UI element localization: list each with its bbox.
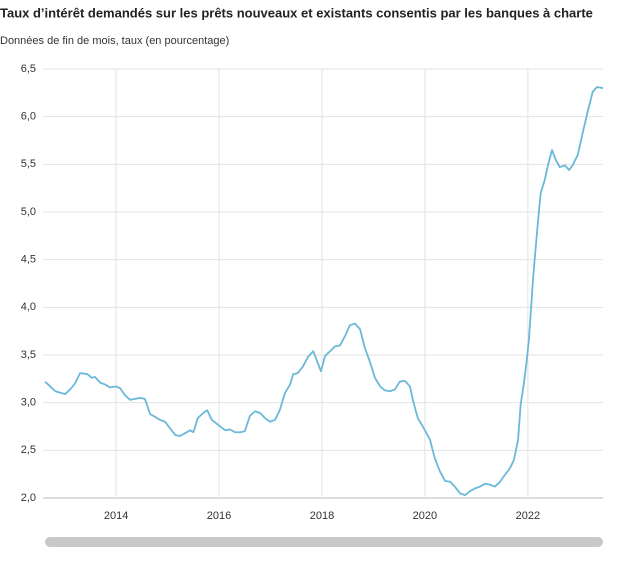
y-tick-label: 5,0: [21, 206, 36, 218]
y-tick-label: 3,5: [21, 349, 36, 361]
x-tick-label: 2018: [310, 510, 334, 522]
chart-title: Taux d’intérêt demandés sur les prêts no…: [0, 5, 593, 20]
y-tick-label: 6,0: [21, 111, 36, 123]
scrollbar[interactable]: [45, 537, 603, 547]
y-tick-label: 4,0: [21, 301, 36, 313]
x-tick-label: 2022: [516, 510, 540, 522]
x-tick-label: 2016: [207, 510, 231, 522]
line: [44, 86, 604, 497]
y-tick-label: 4,5: [21, 254, 36, 266]
x-tick-label: 2014: [104, 510, 128, 522]
y-tick-label: 3,0: [21, 397, 36, 409]
y-tick-label: 6,5: [21, 63, 36, 75]
y-tick-label: 2,0: [21, 492, 36, 504]
y-tick-label: 2,5: [21, 444, 36, 456]
y-tick-label: 5,5: [21, 158, 36, 170]
x-tick-label: 2020: [413, 510, 437, 522]
chart-subtitle: Données de fin de mois, taux (en pourcen…: [0, 35, 229, 47]
